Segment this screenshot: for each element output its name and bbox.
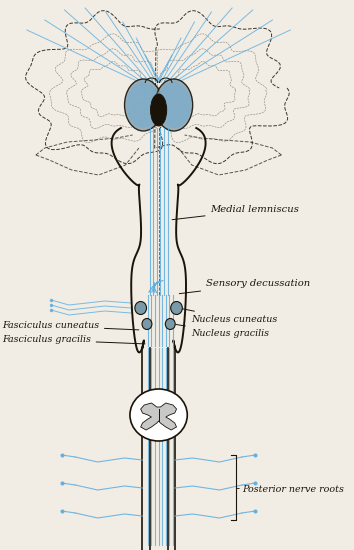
Ellipse shape [142,318,152,329]
Polygon shape [141,403,177,430]
Text: Fasciculus cuneatus: Fasciculus cuneatus [2,322,139,331]
Text: Posterior nerve roots: Posterior nerve roots [242,485,344,494]
Ellipse shape [130,389,187,441]
Ellipse shape [155,79,193,131]
Ellipse shape [135,301,147,315]
Text: Medial lemniscus: Medial lemniscus [172,206,299,219]
Text: Nucleus cuneatus: Nucleus cuneatus [181,309,277,323]
Text: Fasciculus gracilis: Fasciculus gracilis [2,336,145,344]
Ellipse shape [125,79,162,131]
Ellipse shape [157,82,191,128]
Text: Sensory decussation: Sensory decussation [179,279,310,294]
Ellipse shape [126,82,160,128]
Ellipse shape [150,94,167,126]
Text: Nucleus gracilis: Nucleus gracilis [176,324,269,338]
Ellipse shape [165,318,175,329]
Ellipse shape [171,301,182,315]
